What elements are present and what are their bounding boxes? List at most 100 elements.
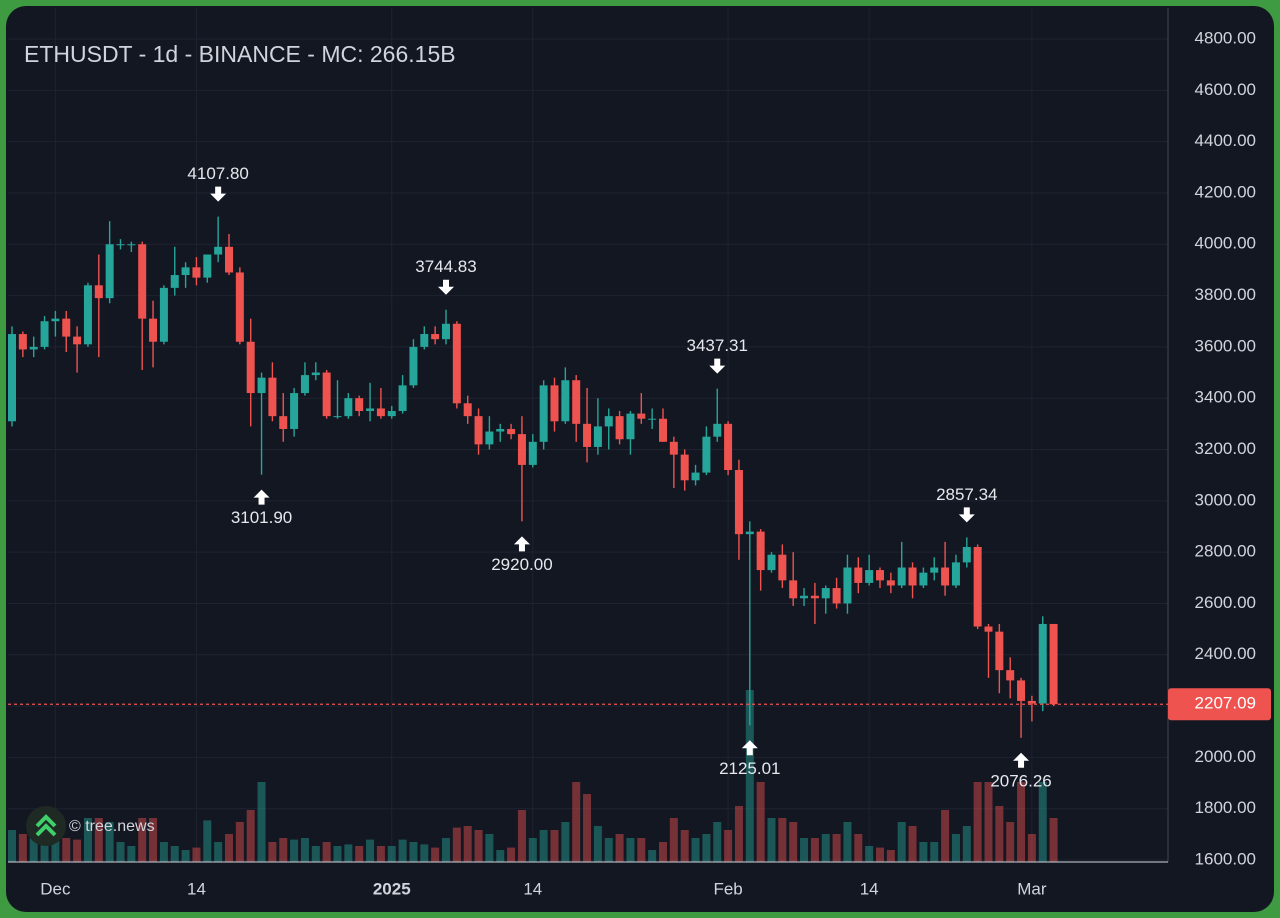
candle-body bbox=[854, 567, 863, 583]
volume-bar bbox=[550, 830, 559, 862]
candle-body bbox=[398, 385, 407, 412]
volume-bar bbox=[1038, 782, 1047, 862]
x-tick-label: 14 bbox=[523, 879, 542, 898]
candle-body bbox=[886, 580, 895, 586]
candle-body bbox=[756, 531, 765, 571]
annotation-arrow bbox=[438, 279, 454, 295]
annotation-label: 3437.31 bbox=[687, 336, 748, 355]
volume-bar bbox=[615, 834, 624, 862]
candle-body bbox=[821, 588, 830, 599]
x-tick-label: Dec bbox=[40, 879, 71, 898]
candle-body bbox=[40, 321, 49, 347]
volume-bar bbox=[485, 834, 494, 862]
candle-body bbox=[62, 318, 71, 337]
volume-bar bbox=[344, 844, 353, 862]
candle-body bbox=[225, 246, 233, 273]
candle-body bbox=[1049, 623, 1058, 705]
volume-bar bbox=[225, 834, 233, 862]
candle-body bbox=[593, 426, 602, 447]
volume-bar bbox=[159, 842, 168, 862]
candle-body bbox=[300, 375, 309, 394]
volume-bar bbox=[800, 838, 809, 862]
volume-bar bbox=[1049, 818, 1058, 862]
volume-bar bbox=[268, 842, 277, 862]
y-tick-label: 2400.00 bbox=[1195, 644, 1256, 663]
volume-bar bbox=[18, 834, 27, 862]
volume-bar bbox=[149, 818, 158, 862]
volume-bar bbox=[702, 834, 711, 862]
volume-bar bbox=[843, 822, 852, 862]
y-tick-label: 3000.00 bbox=[1195, 490, 1256, 509]
volume-bar bbox=[105, 822, 114, 862]
volume-bar bbox=[680, 830, 689, 862]
volume-bar bbox=[507, 847, 516, 862]
volume-bar bbox=[659, 842, 667, 862]
annotation-label: 2076.26 bbox=[990, 771, 1051, 790]
candle-body bbox=[409, 346, 418, 386]
candle-body bbox=[159, 287, 168, 342]
candle-body bbox=[561, 380, 570, 422]
candle-body bbox=[420, 334, 429, 347]
y-tick-label: 2000.00 bbox=[1195, 747, 1256, 766]
candle-body bbox=[1027, 700, 1036, 704]
annotation-arrow bbox=[253, 489, 270, 505]
volume-bar bbox=[170, 846, 179, 862]
volume-bar bbox=[919, 842, 928, 862]
y-tick-label: 3200.00 bbox=[1195, 439, 1256, 458]
candle-body bbox=[170, 275, 179, 288]
volume-bar bbox=[290, 839, 299, 862]
candle-body bbox=[648, 418, 657, 420]
candle-body bbox=[680, 454, 689, 481]
volume-bar bbox=[442, 838, 450, 862]
volume bbox=[8, 690, 1058, 862]
volume-bar bbox=[593, 826, 602, 862]
volume-bar bbox=[669, 818, 678, 862]
candle-body bbox=[322, 372, 331, 417]
annotation-arrow bbox=[1013, 752, 1030, 768]
volume-bar bbox=[420, 844, 429, 862]
volume-bar bbox=[181, 850, 190, 862]
candle-body bbox=[73, 336, 82, 345]
candle-body bbox=[496, 428, 505, 432]
volume-bar bbox=[745, 690, 754, 862]
candle-body bbox=[832, 588, 841, 604]
y-tick-label: 4400.00 bbox=[1195, 131, 1256, 150]
candle-body bbox=[583, 423, 592, 447]
annotation-label: 2857.34 bbox=[936, 485, 997, 504]
candle-body bbox=[734, 470, 743, 535]
volume-bar bbox=[756, 782, 765, 862]
candle-body bbox=[810, 595, 819, 599]
volume-bar bbox=[29, 838, 38, 862]
volume-bar bbox=[51, 838, 60, 862]
volume-bar bbox=[452, 827, 461, 862]
grid bbox=[8, 8, 1168, 862]
candle-body bbox=[973, 546, 982, 627]
annotation-label: 2920.00 bbox=[491, 555, 552, 574]
candle-body bbox=[203, 254, 212, 278]
candle-body bbox=[637, 413, 646, 419]
y-tick-label: 4000.00 bbox=[1195, 234, 1256, 253]
candle-body bbox=[800, 595, 809, 599]
volume-bar bbox=[1027, 834, 1036, 862]
volume-bar bbox=[73, 839, 82, 862]
candle-body bbox=[311, 372, 320, 376]
candle-body bbox=[268, 377, 277, 417]
volume-bar bbox=[724, 830, 733, 862]
volume-bar bbox=[767, 818, 776, 862]
volume-bar bbox=[366, 839, 375, 862]
candle-body bbox=[474, 416, 483, 445]
volume-bar bbox=[637, 838, 646, 862]
candle-body bbox=[431, 334, 440, 340]
candle-body bbox=[843, 567, 852, 604]
volume-bar bbox=[832, 834, 841, 862]
volume-bar bbox=[572, 782, 581, 862]
candle-body bbox=[94, 285, 103, 299]
volume-bar bbox=[854, 834, 863, 862]
y-tick-label: 2800.00 bbox=[1195, 542, 1256, 561]
watermark-chevrons bbox=[35, 814, 57, 837]
y-tick-label: 4800.00 bbox=[1195, 28, 1256, 47]
volume-bar bbox=[322, 842, 331, 862]
annotation-arrow bbox=[958, 507, 975, 523]
volume-bar bbox=[333, 846, 342, 862]
volume-bar bbox=[203, 820, 212, 862]
